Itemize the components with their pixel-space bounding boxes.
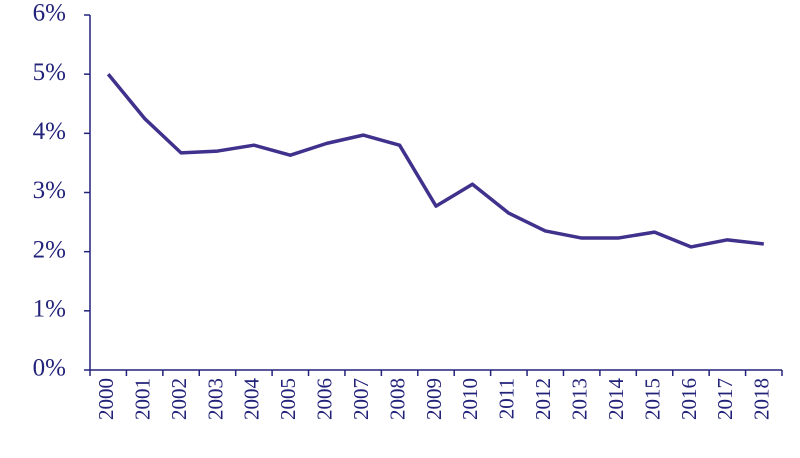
x-tick-label: 2011 bbox=[495, 378, 519, 419]
x-tick-label: 2012 bbox=[531, 378, 555, 420]
y-tick-label: 4% bbox=[33, 118, 66, 145]
y-tick-label: 6% bbox=[33, 0, 66, 27]
x-tick-label: 2016 bbox=[677, 378, 701, 420]
x-tick-label: 2002 bbox=[167, 378, 191, 420]
x-tick-label: 2015 bbox=[640, 378, 664, 420]
y-tick-label: 3% bbox=[33, 177, 66, 204]
x-tick-label: 2005 bbox=[276, 378, 300, 420]
x-tick-label: 2008 bbox=[385, 378, 409, 420]
x-tick-label: 2007 bbox=[349, 378, 373, 420]
x-tick-label: 2013 bbox=[567, 378, 591, 420]
y-tick-label: 5% bbox=[33, 59, 66, 86]
y-tick-label: 2% bbox=[33, 236, 66, 263]
x-tick-label: 2017 bbox=[713, 378, 737, 420]
x-tick-label: 2010 bbox=[458, 378, 482, 420]
x-tick-label: 2001 bbox=[130, 378, 154, 420]
x-tick-label: 2009 bbox=[422, 378, 446, 420]
x-tick-label: 2000 bbox=[94, 378, 118, 420]
x-tick-label: 2006 bbox=[313, 378, 337, 420]
x-tick-label: 2004 bbox=[240, 378, 264, 421]
y-tick-label: 1% bbox=[33, 296, 66, 323]
line bbox=[106, 73, 764, 249]
x-tick-label: 2014 bbox=[604, 378, 628, 421]
x-tick-label: 2018 bbox=[750, 378, 774, 420]
y-tick-label: 0% bbox=[33, 355, 66, 382]
x-tick-label: 2003 bbox=[203, 378, 227, 420]
